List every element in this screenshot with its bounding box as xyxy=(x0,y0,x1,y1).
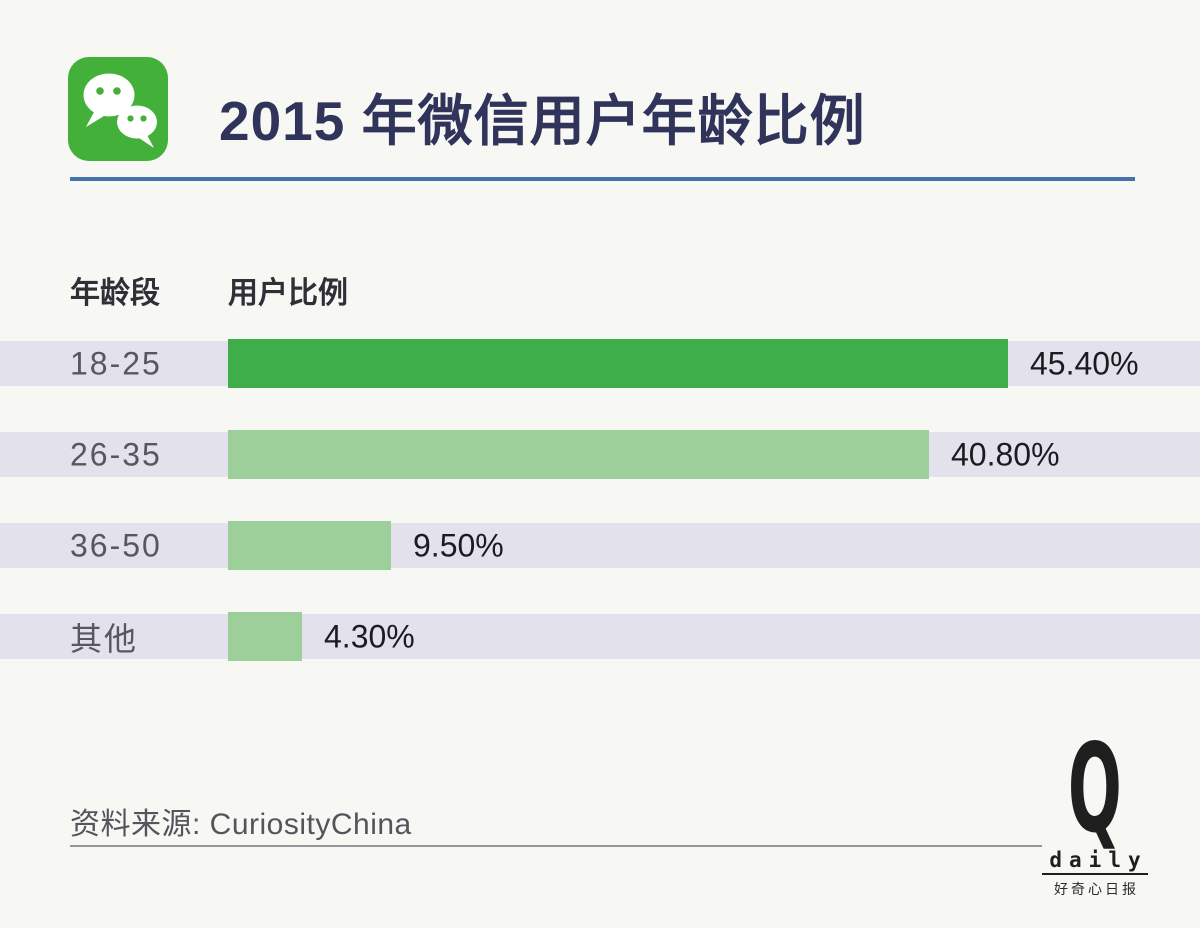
qdaily-q-icon: Q xyxy=(1068,718,1122,860)
bar-chart: 18-25 45.40% 26-35 40.80% 36-50 9.50% 其他 4.30% xyxy=(0,339,1200,705)
page-title: 2015 年微信用户年龄比例 xyxy=(219,90,866,152)
value-label: 40.80% xyxy=(951,436,1060,472)
value-label: 9.50% xyxy=(413,527,504,563)
age-range-label: 其他 xyxy=(70,620,139,657)
column-header-age: 年龄段 xyxy=(70,277,160,310)
bar-26-35 xyxy=(228,430,929,479)
value-label: 4.30% xyxy=(324,618,415,654)
age-range-label: 36-50 xyxy=(70,527,162,563)
value-label: 45.40% xyxy=(1030,345,1139,381)
bar-18-25 xyxy=(228,339,1008,388)
age-range-label: 18-25 xyxy=(70,345,162,381)
table-row: 18-25 45.40% xyxy=(0,339,1200,388)
table-row: 其他 4.30% xyxy=(0,612,1200,661)
table-row: 26-35 40.80% xyxy=(0,430,1200,479)
table-row: 36-50 9.50% xyxy=(0,521,1200,570)
qdaily-tagline: 好奇心日报 xyxy=(1054,880,1139,897)
column-header-share: 用户比例 xyxy=(228,277,348,310)
bar-其他 xyxy=(228,612,302,661)
footer-divider xyxy=(70,845,1042,847)
wechat-logo-icon xyxy=(68,56,168,162)
age-range-label: 26-35 xyxy=(70,436,162,472)
source-note: 资料来源: CuriosityChina xyxy=(70,808,412,841)
qdaily-wordmark: daily xyxy=(1042,848,1148,875)
qdaily-logo: Q daily 好奇心日报 xyxy=(1040,718,1150,899)
bar-36-50 xyxy=(228,521,391,570)
title-divider xyxy=(70,177,1135,181)
